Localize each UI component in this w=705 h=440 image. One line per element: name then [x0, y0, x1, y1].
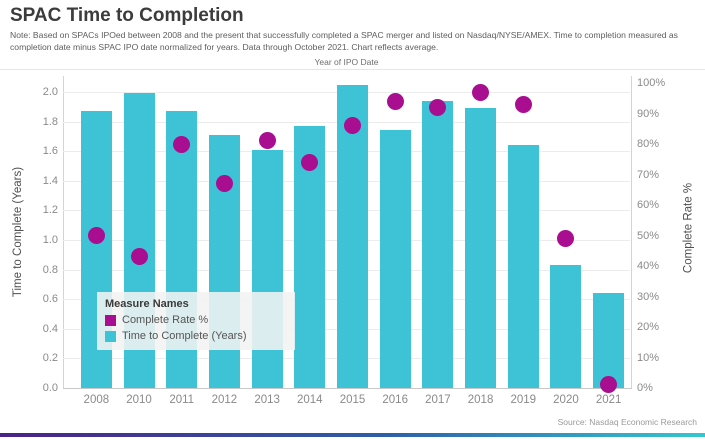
legend-swatch-complete-rate	[105, 314, 116, 326]
bar-2019[interactable]	[507, 145, 539, 388]
left-axis-tick-label: 1.6	[42, 145, 58, 158]
note-text-line2: completion date minus SPAC IPO date norm…	[10, 42, 439, 52]
plot-area	[63, 76, 632, 389]
dot-2012[interactable]	[215, 175, 233, 193]
right-axis-tick-label: 30%	[637, 290, 660, 303]
right-axis-tick-label: 70%	[637, 168, 660, 181]
right-axis-tick-label: 10%	[637, 351, 660, 364]
left-axis-tick-label: 0.0	[42, 382, 58, 394]
dot-2017[interactable]	[429, 98, 447, 116]
right-axis-tick-label: 90%	[637, 107, 660, 120]
legend-label-time-to-complete: Time to Complete (Years)	[122, 330, 247, 342]
dot-2016[interactable]	[386, 92, 404, 110]
x-axis-label-2013: 2013	[254, 394, 280, 406]
x-axis-label-2015: 2015	[339, 394, 366, 406]
legend-swatch-time-to-complete	[105, 330, 116, 342]
right-axis-tick-label: 40%	[637, 260, 660, 272]
left-axis-title: Time to Complete (Years)	[12, 166, 24, 298]
dot-2020[interactable]	[557, 230, 575, 248]
left-axis-tick-label: 0.4	[42, 322, 58, 335]
x-axis-label-2014: 2014	[297, 394, 323, 406]
source-attribution: Source: Nasdaq Economic Research	[557, 417, 697, 427]
bar-2012[interactable]	[208, 134, 240, 388]
left-axis-tick-label: 1.8	[42, 115, 58, 128]
x-axis-label-2017: 2017	[425, 394, 451, 406]
legend-label-complete-rate: Complete Rate %	[122, 314, 209, 326]
bar-2020[interactable]	[550, 265, 582, 388]
x-axis-label-2008: 2008	[83, 394, 110, 406]
x-axis-label-2019: 2019	[510, 394, 537, 406]
x-axis-label-2012: 2012	[211, 394, 238, 406]
dot-2021[interactable]	[600, 376, 618, 394]
legend-item-complete-rate[interactable]: Complete Rate %	[105, 314, 287, 326]
dot-2015[interactable]	[344, 117, 361, 135]
x-axis-label-2018: 2018	[467, 394, 494, 406]
x-axis-label-2011: 2011	[169, 394, 195, 406]
x-axis-label-2016: 2016	[382, 394, 408, 406]
right-axis-tick-label: 100%	[637, 77, 666, 89]
dot-2019[interactable]	[514, 95, 532, 113]
bar-2021[interactable]	[593, 293, 625, 388]
dot-2011[interactable]	[173, 135, 191, 153]
x-axis-label-2021: 2021	[595, 394, 622, 406]
right-axis-tick-label: 0%	[637, 382, 653, 394]
note-text-line1: Note: Based on SPACs IPOed between 2008 …	[10, 30, 678, 40]
left-axis-tick-label: 2.0	[42, 86, 58, 98]
legend[interactable]: Measure Names Complete Rate % Time to Co…	[97, 292, 295, 350]
right-axis-tick-label: 50%	[637, 229, 660, 242]
bar-2017[interactable]	[422, 100, 454, 388]
bar-2016[interactable]	[379, 130, 411, 388]
dot-2014[interactable]	[301, 153, 319, 171]
bar-2013[interactable]	[251, 149, 283, 388]
right-axis-tick-label: 60%	[637, 199, 660, 211]
top-axis-title: Year of IPO Date	[314, 57, 379, 67]
page-title: SPAC Time to Completion	[10, 5, 244, 26]
dot-2008[interactable]	[87, 227, 105, 244]
right-axis-tick-label: 80%	[637, 138, 660, 150]
right-axis-title: Complete Rate %	[682, 182, 695, 274]
right-axis-tick-label: 20%	[637, 321, 660, 333]
bar-2018[interactable]	[465, 108, 497, 388]
brand-gradient-bar	[0, 433, 705, 437]
bar-2015[interactable]	[337, 84, 368, 388]
dot-2013[interactable]	[258, 132, 276, 150]
x-axis-label-2020: 2020	[553, 394, 579, 406]
dot-2010[interactable]	[130, 248, 148, 266]
legend-title: Measure Names	[105, 298, 189, 310]
left-axis-tick-label: 0.2	[42, 352, 58, 365]
legend-item-time-to-complete[interactable]: Time to Complete (Years)	[105, 330, 287, 342]
dot-2018[interactable]	[472, 83, 490, 101]
header-divider	[0, 69, 705, 70]
x-axis-label-2010: 2010	[126, 394, 152, 406]
